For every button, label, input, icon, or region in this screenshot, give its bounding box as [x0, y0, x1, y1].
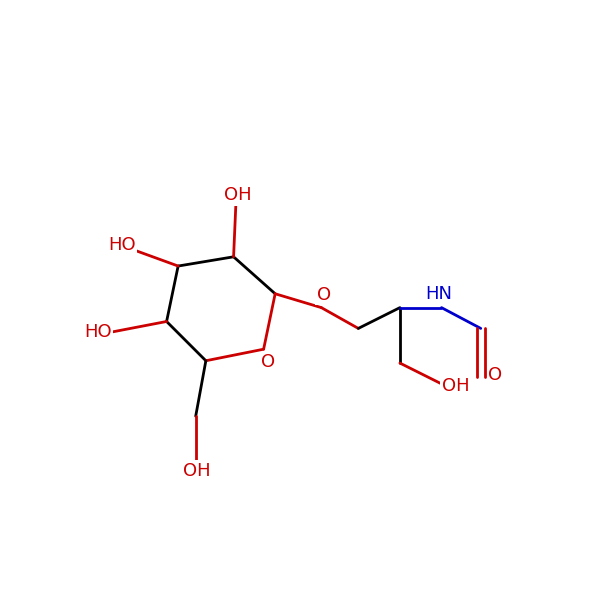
Text: O: O: [317, 286, 331, 304]
Text: O: O: [488, 365, 503, 383]
Text: HO: HO: [85, 323, 112, 341]
Text: HN: HN: [425, 285, 452, 303]
Text: HO: HO: [108, 236, 136, 254]
Text: O: O: [261, 353, 275, 371]
Text: OH: OH: [183, 462, 211, 480]
Text: OH: OH: [224, 187, 252, 205]
Text: OH: OH: [442, 377, 469, 395]
